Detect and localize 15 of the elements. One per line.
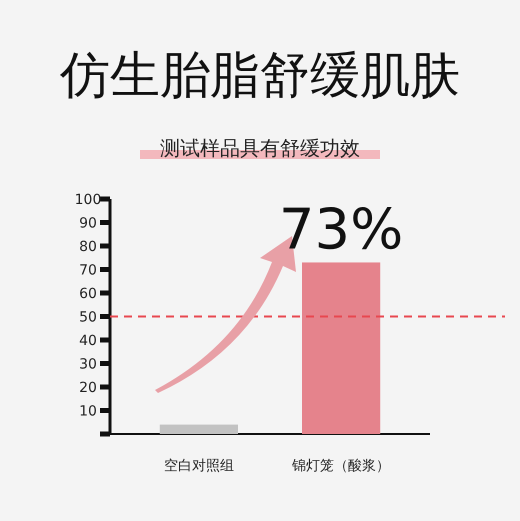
x-tick-label: 空白对照组 [164, 458, 234, 474]
y-tick-label: 30 [79, 356, 97, 372]
y-tick-label: 50 [79, 310, 97, 326]
y-tick-label: 80 [79, 239, 97, 255]
y-tick-label: 20 [79, 380, 97, 396]
chart-title: 仿生胎脂舒缓肌肤 [59, 46, 460, 104]
x-tick-label: 锦灯笼（酸浆） [291, 458, 390, 474]
data-label: 73% [278, 197, 404, 262]
y-tick-label: 60 [79, 286, 97, 302]
y-tick-label: 100 [74, 192, 102, 208]
y-tick-label: 10 [79, 404, 97, 420]
y-tick-label: 70 [79, 262, 97, 278]
y-tick-label: 40 [79, 333, 97, 349]
y-tick-label: 90 [79, 216, 97, 232]
chart-subtitle: 测试样品具有舒缓功效 [160, 136, 360, 160]
